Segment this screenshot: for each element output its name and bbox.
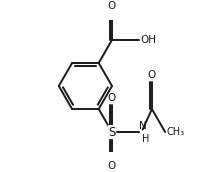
Text: O: O xyxy=(108,93,116,104)
Text: O: O xyxy=(148,71,156,80)
Text: CH₃: CH₃ xyxy=(167,127,185,137)
Text: OH: OH xyxy=(140,35,156,45)
Text: O: O xyxy=(108,1,116,11)
Text: O: O xyxy=(108,161,116,171)
Text: S: S xyxy=(108,126,116,139)
Text: H: H xyxy=(141,135,149,144)
Text: N: N xyxy=(139,121,147,131)
